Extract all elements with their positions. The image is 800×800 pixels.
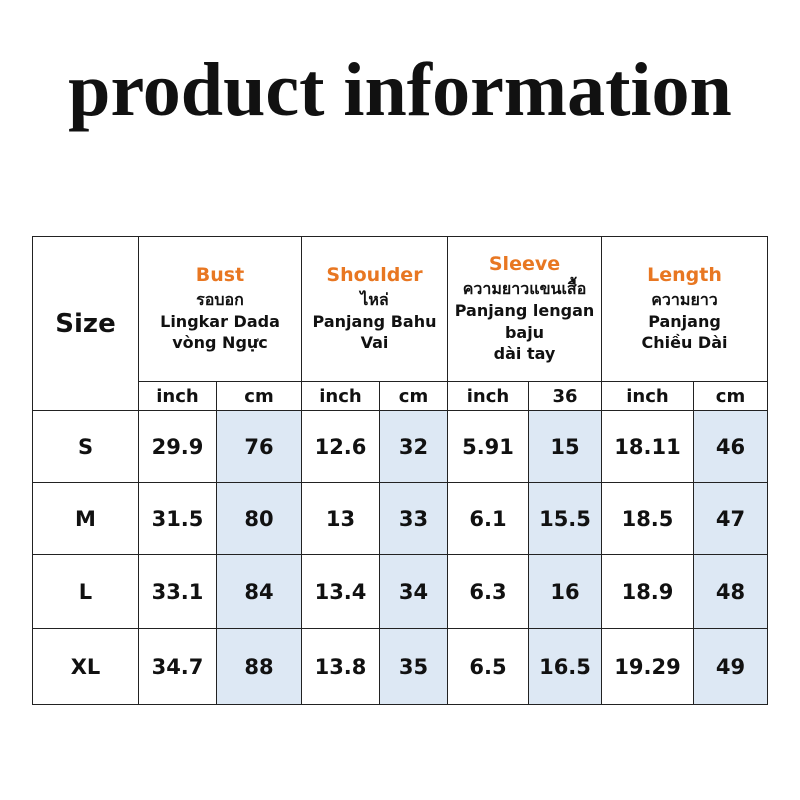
measurement: 18.5 bbox=[601, 482, 694, 555]
column-subtitle: vòng Ngực bbox=[172, 333, 268, 353]
measurement: 18.11 bbox=[601, 410, 694, 483]
column-subtitle: baju bbox=[504, 322, 545, 342]
column-name: Bust bbox=[195, 264, 245, 287]
measurement: 13 bbox=[301, 482, 380, 555]
unit-header: cm bbox=[379, 381, 448, 411]
measurement: 88 bbox=[216, 628, 302, 705]
size-header: Size bbox=[32, 236, 139, 411]
column-subtitle: Lingkar Dada bbox=[160, 311, 280, 331]
measurement: 33.1 bbox=[138, 554, 217, 629]
unit-header: inch bbox=[301, 381, 380, 411]
unit-header: cm bbox=[693, 381, 768, 411]
column-name: Shoulder bbox=[326, 264, 423, 287]
measurement: 6.3 bbox=[447, 554, 529, 629]
column-subtitle: dài tay bbox=[493, 344, 556, 364]
measurement: 46 bbox=[693, 410, 768, 483]
measurement: 29.9 bbox=[138, 410, 217, 483]
measurement: 12.6 bbox=[301, 410, 380, 483]
measurement: 35 bbox=[379, 628, 448, 705]
measurement: 33 bbox=[379, 482, 448, 555]
measurement: 5.91 bbox=[447, 410, 529, 483]
column-header: Length ความยาว Panjang Chiều Dài bbox=[601, 236, 768, 382]
column-name: Sleeve bbox=[488, 253, 561, 276]
column-subtitle: Panjang lengan bbox=[454, 300, 595, 320]
measurement: 13.8 bbox=[301, 628, 380, 705]
unit-header: inch bbox=[138, 381, 217, 411]
measurement: 6.5 bbox=[447, 628, 529, 705]
measurement: 84 bbox=[216, 554, 302, 629]
unit-header: inch bbox=[601, 381, 694, 411]
measurement: 19.29 bbox=[601, 628, 694, 705]
column-name: Length bbox=[647, 264, 722, 287]
unit-header: 36 bbox=[528, 381, 602, 411]
column-subtitle: Vai bbox=[360, 333, 389, 353]
column-subtitle: Panjang bbox=[648, 311, 721, 331]
measurement: 32 bbox=[379, 410, 448, 483]
column-subtitle: ความยาว bbox=[651, 290, 718, 310]
measurement: 31.5 bbox=[138, 482, 217, 555]
measurement: 34 bbox=[379, 554, 448, 629]
unit-header: cm bbox=[216, 381, 302, 411]
measurement: 6.1 bbox=[447, 482, 529, 555]
size-label: M bbox=[32, 482, 139, 555]
column-subtitle: ไหล่ bbox=[360, 290, 389, 310]
measurement: 48 bbox=[693, 554, 768, 629]
measurement: 15.5 bbox=[528, 482, 602, 555]
column-header: Shoulder ไหล่ Panjang Bahu Vai bbox=[301, 236, 448, 382]
measurement: 16 bbox=[528, 554, 602, 629]
measurement: 76 bbox=[216, 410, 302, 483]
measurement: 16.5 bbox=[528, 628, 602, 705]
column-header: Sleeve ความยาวแขนเสื้อ Panjang lengan baju d… bbox=[447, 236, 602, 382]
measurement: 34.7 bbox=[138, 628, 217, 705]
column-subtitle: Panjang Bahu bbox=[312, 311, 437, 331]
column-header: Bust รอบอก Lingkar Dada vòng Ngực bbox=[138, 236, 302, 382]
title: product information bbox=[68, 48, 732, 132]
size-label: S bbox=[32, 410, 139, 483]
unit-header: inch bbox=[447, 381, 529, 411]
measurement: 47 bbox=[693, 482, 768, 555]
size-label: L bbox=[32, 554, 139, 629]
measurement: 18.9 bbox=[601, 554, 694, 629]
column-subtitle: Chiều Dài bbox=[641, 333, 728, 353]
column-subtitle: ความยาวแขนเสื้อ bbox=[462, 279, 587, 299]
measurement: 13.4 bbox=[301, 554, 380, 629]
measurement: 80 bbox=[216, 482, 302, 555]
measurement: 49 bbox=[693, 628, 768, 705]
size-label: XL bbox=[32, 628, 139, 705]
measurement: 15 bbox=[528, 410, 602, 483]
column-subtitle: รอบอก bbox=[196, 290, 244, 310]
